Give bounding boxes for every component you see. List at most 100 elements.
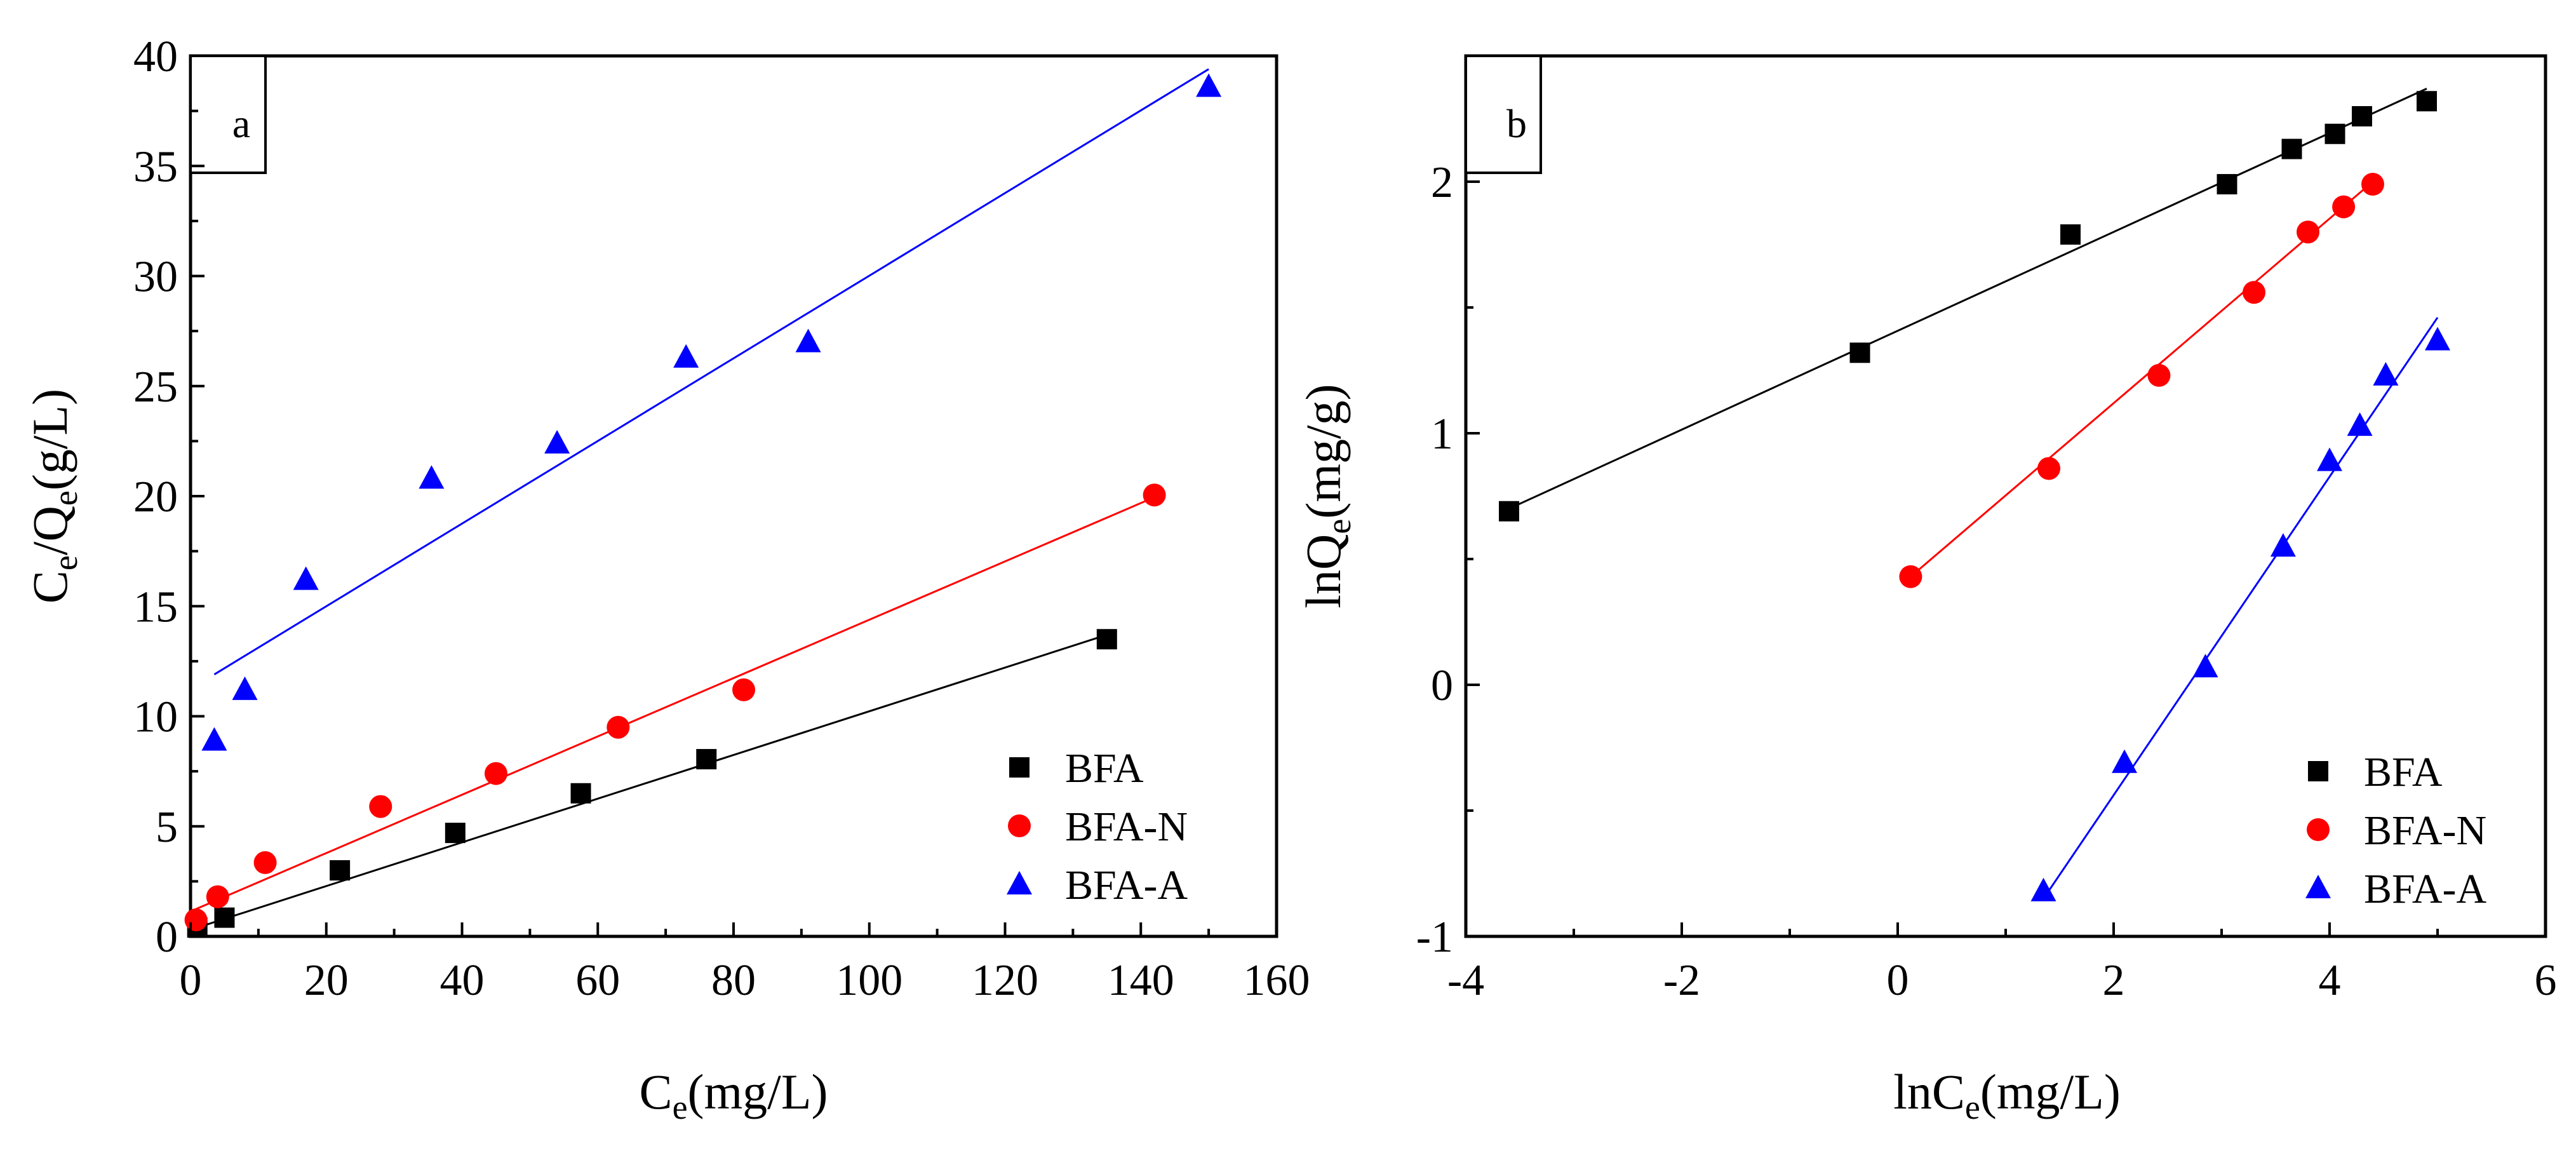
legend-b: BFA BFA-N BFA-A [2305, 749, 2486, 912]
x-tick-label: 160 [1244, 956, 1310, 1005]
point-bfa [2281, 138, 2302, 159]
y-tick-label: 35 [133, 142, 178, 191]
fit-lines-b [1508, 88, 2439, 900]
x-tick-label: 20 [304, 956, 349, 1005]
point-bfa-a [293, 566, 319, 590]
y-tick-label: 25 [133, 363, 178, 412]
point-bfa [570, 783, 591, 804]
point-bfa-a [2373, 361, 2399, 386]
point-bfa-n [2361, 172, 2384, 196]
legend-marker-bfa-a [1007, 871, 1032, 894]
point-bfa [1499, 501, 1519, 522]
x-tick-label: 100 [836, 956, 902, 1005]
legend-label-bfa-n: BFA-N [2364, 807, 2486, 854]
fit-line-bfa-a [213, 68, 1209, 675]
panel-label-box-a [189, 55, 267, 174]
point-bfa [2352, 106, 2372, 127]
point-bfa-n [1143, 483, 1166, 507]
point-bfa-n [1899, 565, 1922, 588]
fit-line-bfa [1508, 88, 2427, 510]
y-tick-label: 40 [133, 32, 178, 81]
legend-label-bfa-a: BFA-A [1065, 862, 1188, 908]
x-tick-label: 0 [1887, 956, 1909, 1005]
point-bfa [1849, 342, 1870, 363]
y-tick-label: 2 [1431, 158, 1453, 207]
point-bfa-n [184, 908, 208, 932]
y-tick-label: 0 [156, 913, 178, 962]
x-tick-label: -2 [1663, 956, 1700, 1005]
panel-label-box-b [1465, 55, 1542, 174]
point-bfa-n [369, 795, 392, 818]
point-bfa [2417, 91, 2437, 112]
point-bfa-n [607, 715, 630, 739]
x-tick-label: 140 [1108, 956, 1174, 1005]
y-tick-label: 1 [1431, 410, 1453, 459]
legend-marker-bfa-a [2305, 875, 2331, 898]
legend-label-bfa: BFA [2364, 749, 2443, 795]
point-bfa-n [2332, 195, 2356, 219]
legend-marker-bfa-n [2307, 818, 2330, 841]
point-bfa-a [795, 328, 821, 353]
point-bfa-a [2425, 327, 2450, 351]
x-tick-label: 0 [180, 956, 202, 1005]
y-axis-title-b: lnQe(mg/g) [1296, 384, 1358, 608]
y-tick-label: 20 [133, 473, 178, 522]
point-bfa-a [544, 429, 570, 454]
point-bfa-n [253, 851, 277, 874]
point-bfa-a [232, 676, 258, 700]
point-bfa-n [2297, 220, 2319, 244]
legend-marker-bfa-n [1008, 814, 1031, 837]
data-points-a [184, 73, 1222, 938]
point-bfa-a [419, 465, 445, 489]
point-bfa [2060, 224, 2081, 245]
x-tick-label: 2 [2103, 956, 2125, 1005]
point-bfa-n [2037, 457, 2060, 480]
point-bfa-n [2243, 281, 2265, 304]
point-bfa-n [206, 885, 229, 908]
data-points-b [1499, 91, 2450, 901]
legend-label-bfa-a: BFA-A [2364, 866, 2486, 912]
x-tick-label: 40 [440, 956, 485, 1005]
legend-a: BFA BFA-N BFA-A [1007, 745, 1188, 908]
y-tick-label: 30 [133, 253, 178, 302]
fit-line-bfa-n [1910, 180, 2373, 577]
panel-label-a: a [232, 101, 250, 146]
y-tick-label: 10 [133, 693, 178, 742]
point-bfa-a [2192, 654, 2218, 678]
chart-panel-b: b -4 -2 0 2 4 6 -1 0 1 2 BFA BFA-N BFA-A lnCe(mg/L)… [1296, 54, 2557, 1126]
point-bfa [214, 907, 235, 928]
point-bfa-a [2347, 412, 2373, 436]
x-tick-label: -4 [1447, 956, 1484, 1005]
point-bfa [330, 860, 351, 881]
point-bfa [2217, 173, 2237, 194]
point-bfa-a [201, 727, 227, 751]
point-bfa-a [2270, 533, 2296, 557]
x-axis-title-b: lnCe(mg/L) [1893, 1064, 2121, 1126]
y-tick-label: -1 [1416, 913, 1453, 962]
point-bfa-a [2317, 447, 2342, 471]
legend-label-bfa-n: BFA-N [1065, 804, 1188, 850]
fit-line-bfa-n [193, 496, 1155, 911]
chart-panel-a: a 0 20 40 60 80 100 120 140 1600510152025303540 … [22, 32, 1310, 1126]
x-tick-label: 80 [711, 956, 756, 1005]
x-tick-label: 120 [972, 956, 1038, 1005]
panel-label-b: b [1506, 101, 1527, 146]
point-bfa [445, 823, 466, 844]
y-axis-title-a: Ce/Qe(g/L) [22, 389, 84, 603]
point-bfa-a [1196, 73, 1222, 97]
fit-line-bfa-a [2043, 316, 2439, 900]
point-bfa [696, 749, 717, 770]
legend-marker-bfa [2308, 761, 2328, 781]
point-bfa-a [2112, 749, 2137, 773]
point-bfa-a [673, 344, 699, 368]
point-bfa-n [484, 762, 507, 785]
x-tick-label: 60 [575, 956, 620, 1005]
legend-label-bfa: BFA [1065, 745, 1144, 792]
point-bfa [2324, 123, 2345, 144]
y-tick-label: 0 [1431, 661, 1453, 710]
y-tick-label: 15 [133, 583, 178, 631]
point-bfa-a [2030, 877, 2056, 901]
ticks-b: -4 -2 0 2 4 6 -1 0 1 2 [1416, 158, 2557, 1005]
point-bfa [1096, 629, 1117, 650]
